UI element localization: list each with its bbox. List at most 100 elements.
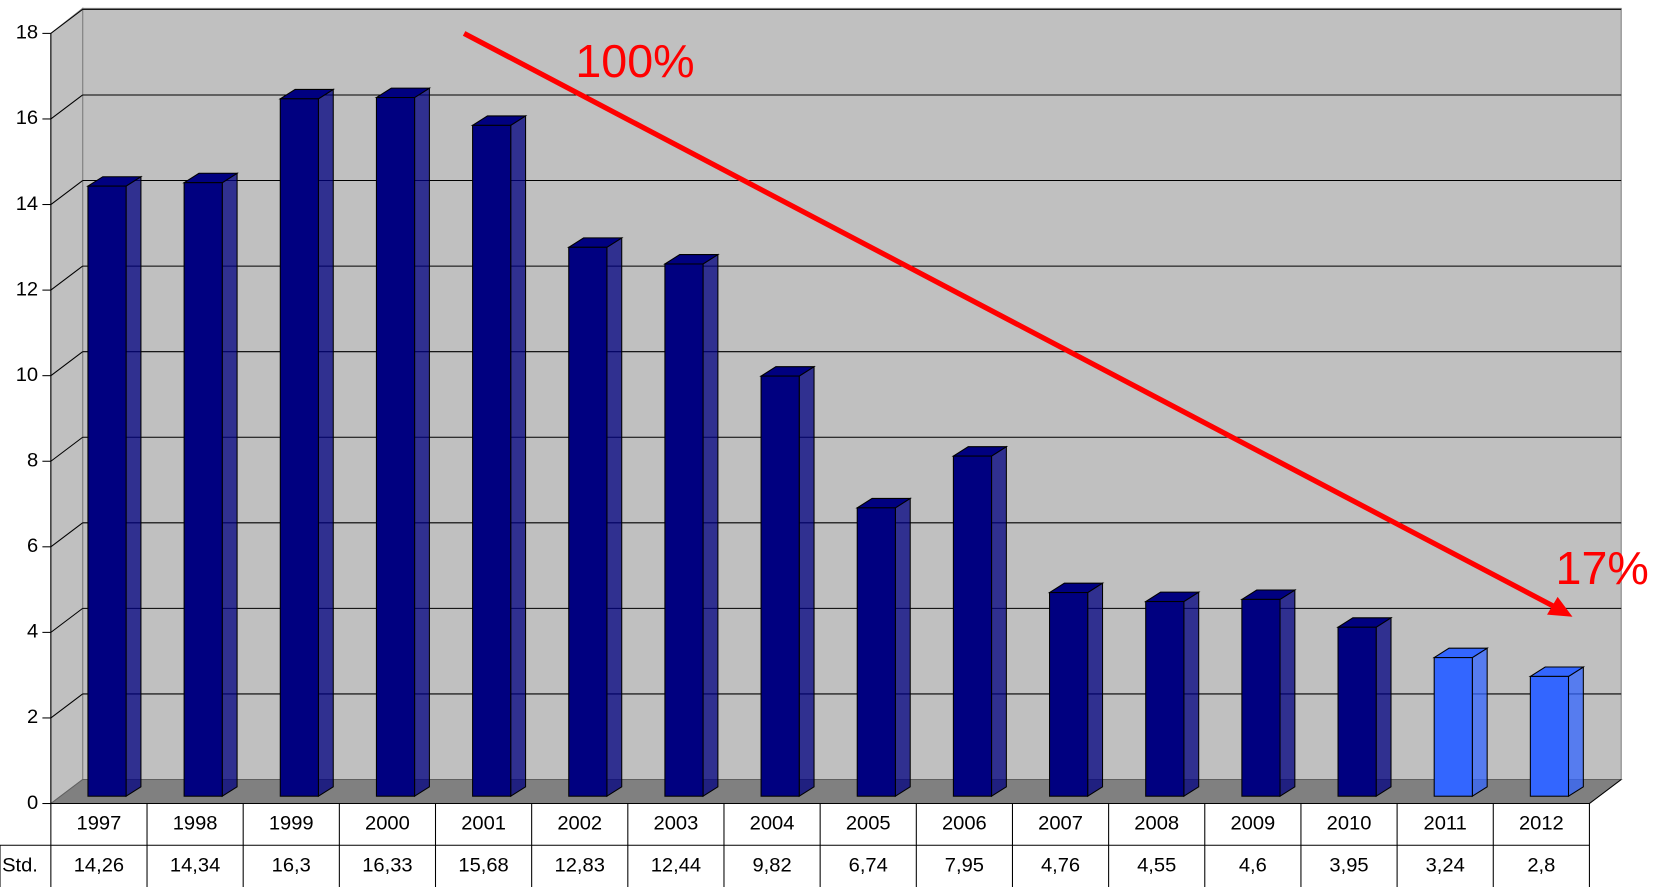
bar-side xyxy=(606,236,623,798)
floor-edge xyxy=(1589,779,1622,804)
x-tick-label: 2004 xyxy=(750,813,795,835)
y-tick-label: 4 xyxy=(27,621,38,643)
bar-front xyxy=(568,246,608,797)
grid-line xyxy=(50,265,83,291)
row-label: Std. xyxy=(2,855,38,877)
value-label: 4,55 xyxy=(1137,855,1176,877)
value-label: 12,44 xyxy=(651,855,701,877)
x-tick-label: 2008 xyxy=(1134,813,1179,835)
value-label: 3,95 xyxy=(1329,855,1368,877)
bar-side xyxy=(1567,666,1584,798)
bar-front xyxy=(1145,601,1185,797)
bar-side xyxy=(702,253,719,798)
value-label: 14,26 xyxy=(74,855,124,877)
bar-side xyxy=(894,497,911,798)
y-tick-label: 2 xyxy=(27,706,38,728)
y-tick-label: 0 xyxy=(27,792,38,814)
value-label: 4,6 xyxy=(1239,855,1267,877)
bar xyxy=(374,87,432,798)
bar xyxy=(951,445,1009,798)
bar-side xyxy=(1183,591,1200,798)
bar-front xyxy=(183,182,223,797)
value-label: 7,95 xyxy=(945,855,984,877)
value-label: 6,74 xyxy=(849,855,888,877)
value-label: 14,34 xyxy=(170,855,220,877)
trend-arrow xyxy=(462,31,1559,611)
bar xyxy=(855,497,913,798)
grid-line xyxy=(50,351,83,377)
bar xyxy=(1528,666,1586,798)
grid-line xyxy=(50,180,83,205)
bar-side xyxy=(1471,647,1488,798)
bar-side xyxy=(510,115,527,798)
y-tick-label: 6 xyxy=(27,535,38,557)
bar xyxy=(1240,589,1297,798)
x-tick-label: 1997 xyxy=(77,813,122,835)
bar-front xyxy=(1529,675,1570,797)
bar-front xyxy=(952,455,993,797)
value-label: 2,8 xyxy=(1527,855,1555,877)
y-tick-label: 18 xyxy=(16,22,38,44)
x-tick-label: 2010 xyxy=(1327,813,1372,835)
bar xyxy=(1047,582,1105,798)
x-tick-label: 2012 xyxy=(1519,813,1564,835)
value-label: 15,68 xyxy=(458,855,508,877)
value-label: 16,3 xyxy=(272,855,311,877)
x-tick-label: 2003 xyxy=(654,813,699,835)
value-label: 12,83 xyxy=(555,855,605,877)
bar xyxy=(566,236,624,798)
annotation: 17% xyxy=(1556,542,1649,594)
value-label: 9,82 xyxy=(752,855,791,877)
bar xyxy=(86,175,143,798)
bars xyxy=(86,87,1586,798)
grid-line xyxy=(50,693,83,719)
grid-line xyxy=(50,436,83,462)
value-label: 3,24 xyxy=(1426,855,1465,877)
y-tick-label: 16 xyxy=(16,107,38,129)
bar-front xyxy=(87,185,127,797)
bar-side xyxy=(125,175,142,798)
grid-line xyxy=(50,8,83,34)
bar-side xyxy=(798,365,815,798)
bar xyxy=(1432,647,1489,798)
grid-line xyxy=(50,607,83,633)
x-tick-label: 2001 xyxy=(461,813,506,835)
y-tick-label: 8 xyxy=(27,450,38,472)
bar-front xyxy=(664,263,704,797)
bar-front xyxy=(856,507,896,797)
bar-front xyxy=(375,97,416,797)
x-tick-label: 2007 xyxy=(1038,813,1083,835)
bar-side xyxy=(991,445,1007,798)
x-tick-label: 2005 xyxy=(846,813,891,835)
y-tick-label: 14 xyxy=(16,193,38,215)
bar-side xyxy=(221,172,238,798)
bar-side xyxy=(1279,589,1296,798)
bar-side xyxy=(414,87,430,798)
grid-line xyxy=(50,94,83,120)
bar-front xyxy=(760,375,800,797)
grid xyxy=(42,8,1622,805)
x-tick-label: 1998 xyxy=(173,813,218,835)
x-tick-label: 2006 xyxy=(942,813,987,835)
grid-line xyxy=(50,522,83,548)
bar xyxy=(1143,591,1201,798)
bar-side xyxy=(1375,616,1392,798)
bar-front xyxy=(1337,626,1377,797)
bar-front xyxy=(1241,598,1281,797)
bar-side xyxy=(1087,582,1104,798)
bar xyxy=(663,253,720,798)
bar xyxy=(759,365,816,798)
x-tick-label: 2011 xyxy=(1424,813,1467,835)
annotation: 100% xyxy=(575,35,694,87)
x-tick-label: 2000 xyxy=(365,813,410,835)
bar xyxy=(182,172,239,798)
bar xyxy=(470,115,528,798)
bar-side xyxy=(317,88,334,798)
arrow-head xyxy=(1547,596,1573,617)
bar xyxy=(1336,616,1393,798)
bar-front xyxy=(279,98,319,797)
value-label: 4,76 xyxy=(1041,855,1080,877)
bar-front xyxy=(472,124,512,797)
